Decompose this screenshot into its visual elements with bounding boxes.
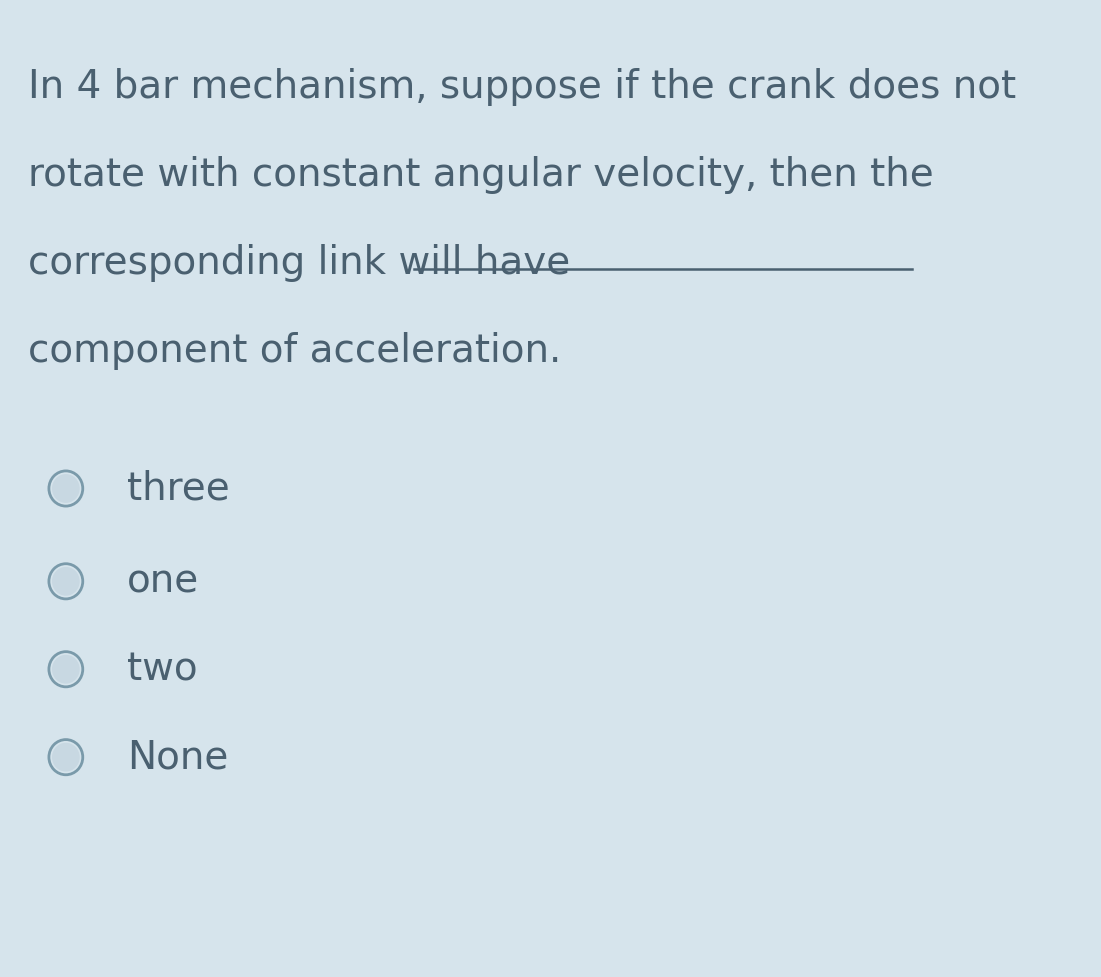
Circle shape (52, 567, 79, 596)
Text: two: two (127, 651, 197, 688)
Text: None: None (127, 739, 228, 776)
Circle shape (52, 474, 79, 503)
Text: In 4 bar mechanism, suppose if the crank does not: In 4 bar mechanism, suppose if the crank… (29, 68, 1016, 106)
Text: corresponding link will have: corresponding link will have (29, 244, 570, 282)
Circle shape (52, 743, 79, 772)
Text: rotate with constant angular velocity, then the: rotate with constant angular velocity, t… (29, 156, 934, 194)
Circle shape (52, 655, 79, 684)
Text: three: three (127, 470, 230, 507)
Text: component of acceleration.: component of acceleration. (29, 332, 562, 370)
Text: one: one (127, 563, 199, 600)
